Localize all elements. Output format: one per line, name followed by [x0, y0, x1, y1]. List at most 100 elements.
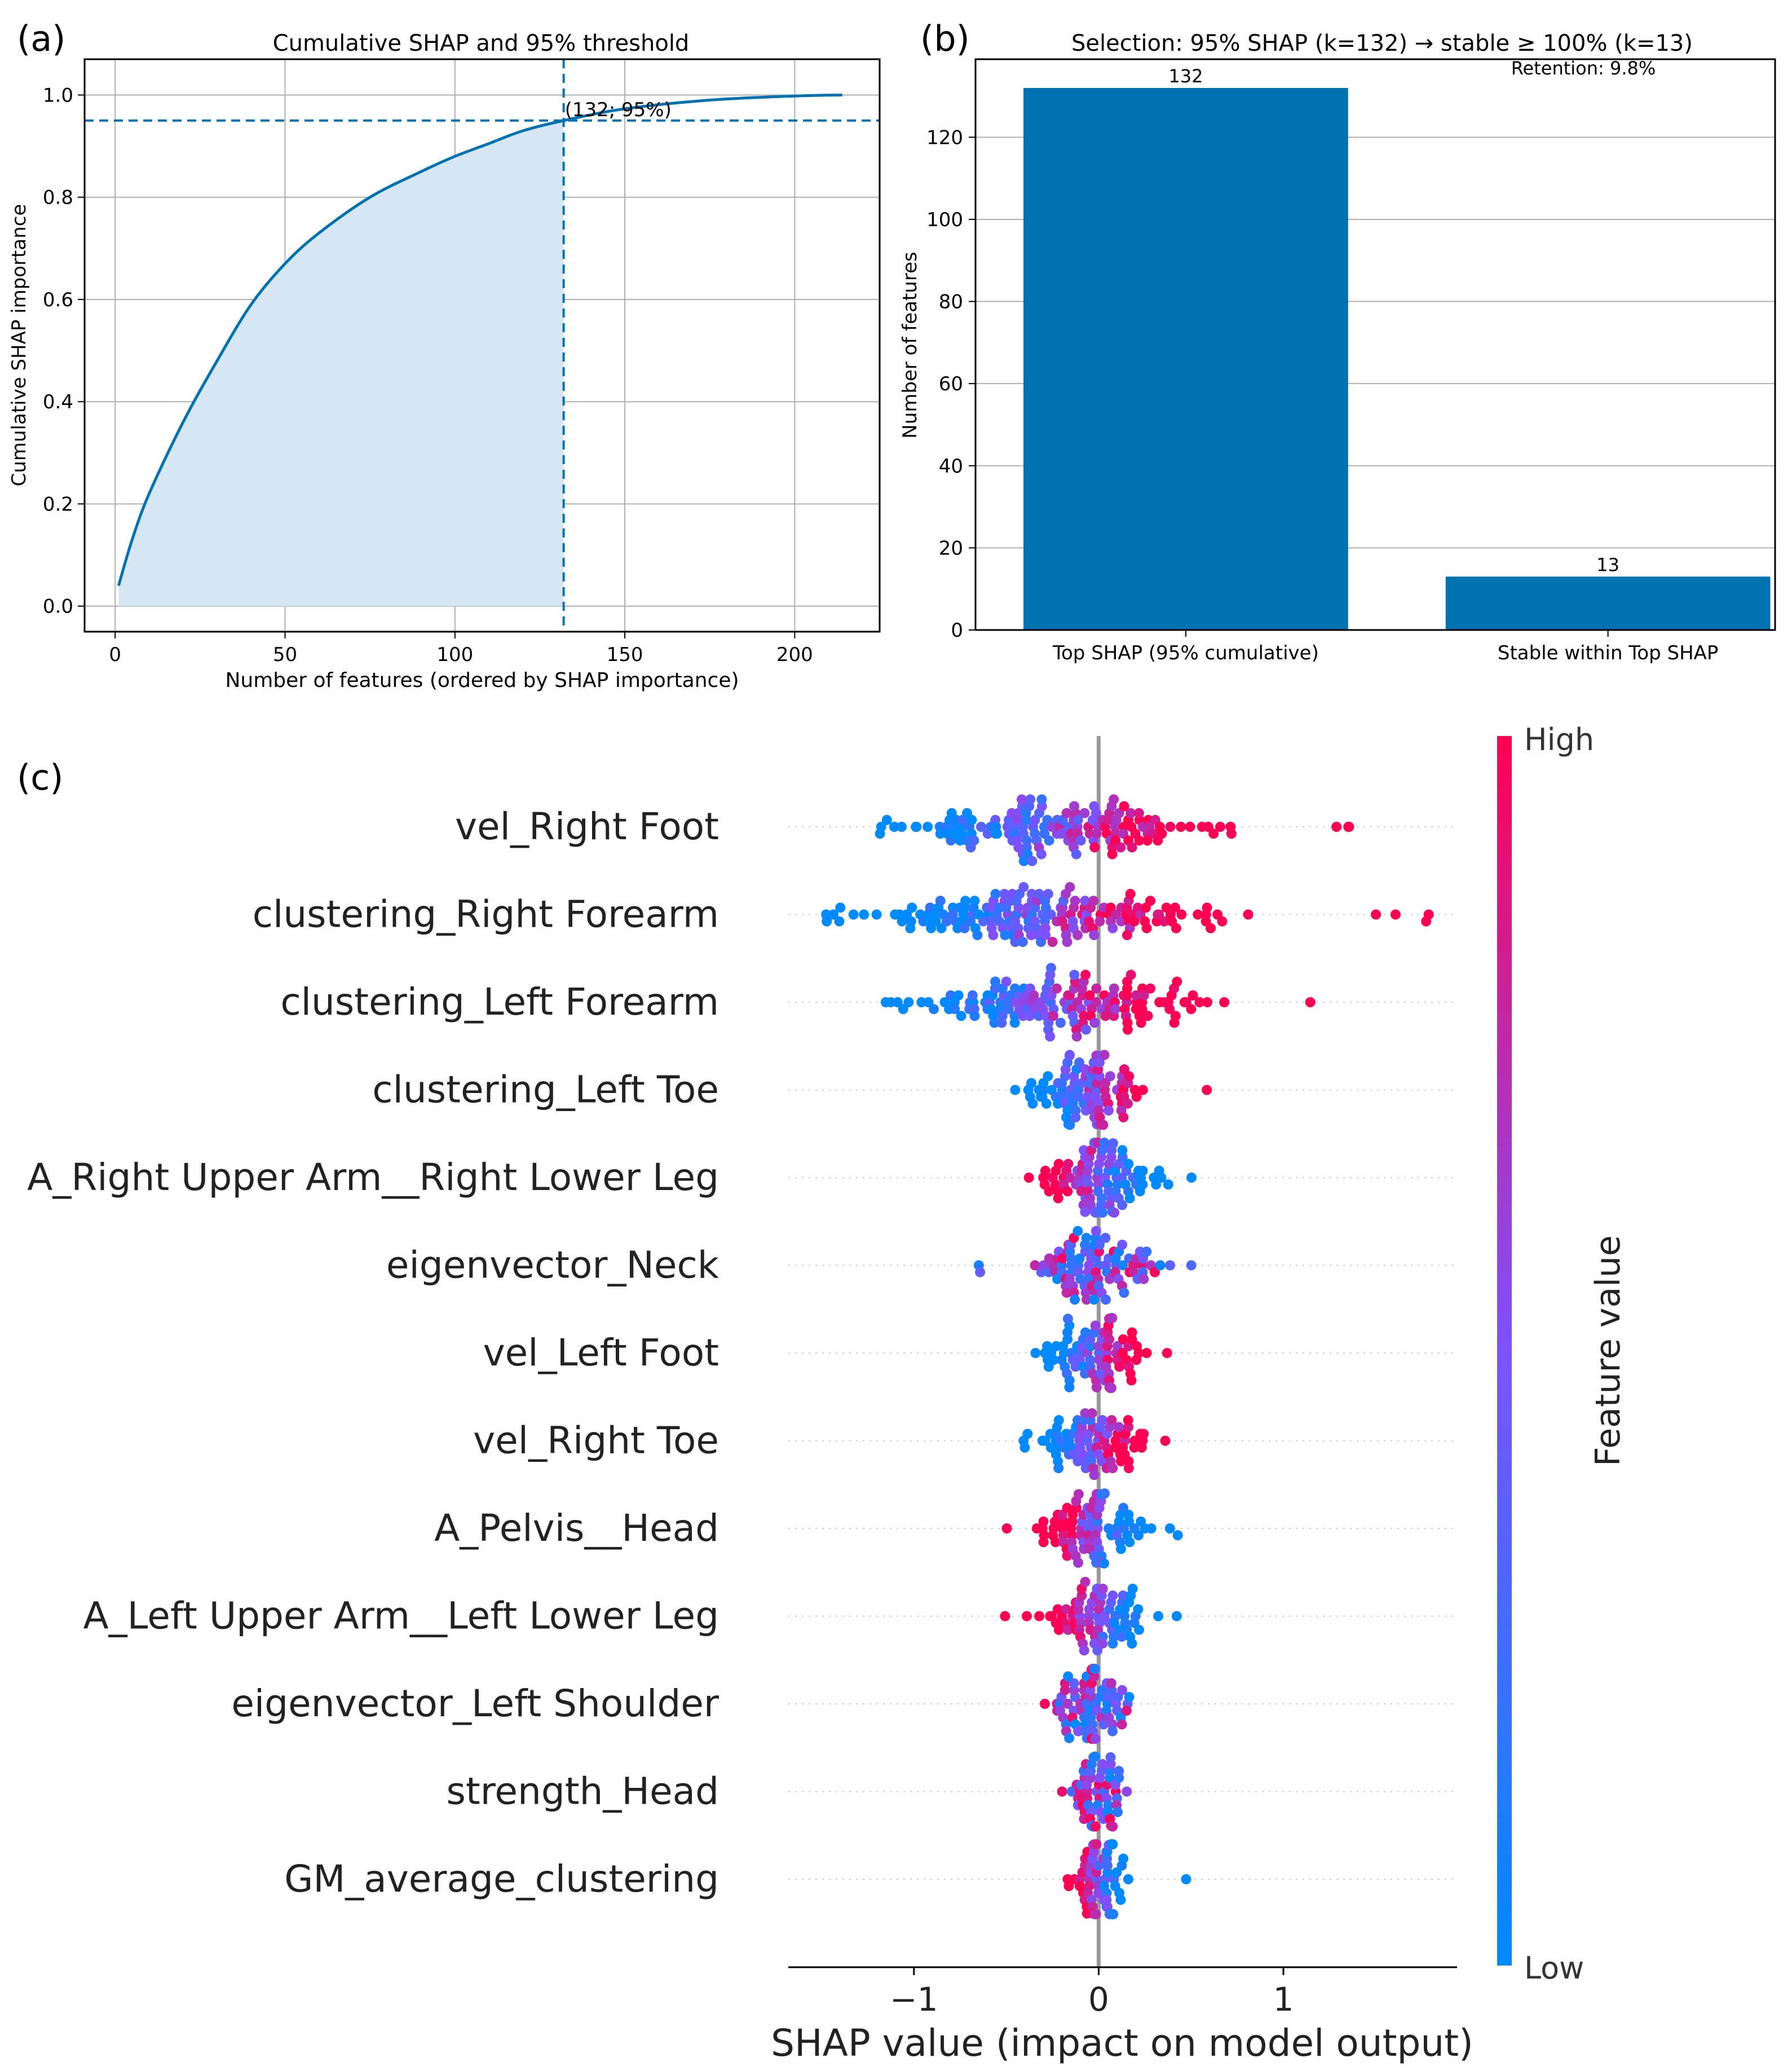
panel-c-shap-point — [1137, 1165, 1148, 1176]
panel-c-shap-point — [1162, 1348, 1172, 1358]
panel-b-axes-frame — [974, 58, 1776, 631]
panel-c-shap-point — [1001, 976, 1012, 987]
panel-c-shap-point — [1091, 997, 1102, 1007]
panel-c-shap-point — [822, 916, 832, 927]
panel-c-shap-point — [1088, 896, 1099, 906]
panel-c-shap-point — [1053, 1624, 1064, 1635]
panel-c-shap-point — [1122, 1786, 1132, 1797]
panel-c-shap-point — [1126, 1375, 1137, 1386]
panel-c-shap-point — [892, 997, 903, 1007]
panel-c-shap-point — [1030, 1260, 1040, 1271]
panel-c-shap-point — [1055, 1017, 1066, 1028]
panel-c-shap-point — [992, 829, 1003, 839]
panel-a-shade-area — [118, 120, 564, 606]
panel-c-shap-point — [896, 822, 907, 832]
panel-c-shap-point — [990, 976, 1001, 987]
panel-c-xtick-label: 1 — [1273, 1980, 1294, 2019]
panel-c-colorbar-high: High — [1524, 722, 1594, 757]
panel-c-shap-point — [1206, 923, 1216, 933]
panel-c-feature-label: GM_average_clustering — [284, 1857, 719, 1901]
panel-c-shap-point — [1027, 1098, 1038, 1109]
panel-c-shap-point — [1069, 1678, 1079, 1689]
panel-c-shap-point — [1061, 1288, 1072, 1298]
panel-c-shap-point — [828, 909, 838, 920]
panel-c-shap-point — [905, 923, 916, 933]
panel-c-shap-point — [1070, 1294, 1080, 1305]
panel-c-shap-point — [1125, 889, 1136, 900]
panel-c-shap-point — [1064, 1733, 1075, 1743]
panel-c-shap-point — [1072, 814, 1083, 825]
panel-c-shap-point — [1164, 1004, 1175, 1015]
panel-c-shap-point — [1019, 1442, 1030, 1453]
panel-c-shap-point — [1112, 1806, 1123, 1817]
panel-c-shap-point — [1056, 829, 1067, 839]
panel-c-shap-point — [1115, 1544, 1126, 1554]
panel-c-shap-point — [1061, 1604, 1071, 1615]
panel-c-shap-point — [1176, 909, 1187, 920]
panel-c-shap-point — [1217, 916, 1228, 927]
panel-c-shap-point — [1165, 1260, 1176, 1271]
panel-c-shap-point — [1057, 1253, 1068, 1264]
panel-c-shap-point — [1089, 1664, 1100, 1674]
panel-c-shap-point — [1114, 1361, 1125, 1372]
panel-c-shap-point — [1062, 937, 1072, 948]
panel-c-shap-point — [1038, 1537, 1049, 1548]
panel-c-shap-point — [1098, 1120, 1109, 1130]
panel-c-shap-point — [1124, 1193, 1135, 1204]
panel-c-feature-label: strength_Head — [446, 1770, 719, 1813]
panel-c-feature-labels: vel_Right Foot clustering_Right Forearm cl… — [27, 805, 720, 1901]
panel-c-shap-point — [1016, 794, 1027, 805]
panel-c-shap-point — [1080, 1064, 1091, 1075]
panel-c-shap-point — [953, 990, 964, 1001]
panel-c-feature-label: vel_Left Foot — [483, 1331, 719, 1374]
panel-c-shap-point — [1131, 990, 1141, 1001]
panel-c-shap-point — [1133, 1604, 1144, 1615]
panel-c-shap-point — [1156, 1173, 1167, 1183]
panel-c-shap-point — [1123, 1158, 1134, 1169]
panel-c-shap-point — [1110, 1004, 1121, 1015]
panel-c-shap-point — [1160, 1435, 1171, 1446]
panel-c-shap-point — [1109, 1208, 1120, 1218]
panel-b-ytick-label: 0 — [951, 619, 963, 642]
panel-c-shap-point — [1105, 1071, 1115, 1082]
panel-c-shap-point — [1107, 1821, 1118, 1832]
panel-a-ylabel: Cumulative SHAP importance — [8, 204, 30, 487]
panel-c-shap-point — [1141, 1348, 1152, 1358]
panel-c-feature-label: clustering_Right Forearm — [253, 893, 719, 936]
panel-c-shap-point — [1118, 1502, 1128, 1513]
panel-c-shap-point — [959, 923, 970, 933]
panel-c-shap-point — [1053, 1463, 1064, 1474]
panel-c-shap-point — [1036, 849, 1047, 860]
panel-c-shap-point — [1176, 822, 1186, 832]
panel-c-shap-point — [1106, 1415, 1117, 1426]
panel-c-shap-point — [1079, 1145, 1089, 1156]
panel-c-shap-point — [1142, 1011, 1153, 1021]
panel-c-shap-point — [1091, 1839, 1102, 1849]
panel-a-xtick-label: 200 — [776, 644, 813, 666]
panel-c-shap-point — [859, 909, 869, 920]
panel-c-shap-point — [1138, 1429, 1149, 1439]
panel-c-feature-label: vel_Right Foot — [455, 805, 719, 848]
panel-c-shap-point — [975, 1267, 986, 1277]
panel-c-shap-point — [989, 1017, 1000, 1028]
panel-a-ytick-label: 0.6 — [43, 289, 73, 311]
panel-c-shap-point — [969, 896, 980, 906]
panel-c-shap-point — [1053, 1193, 1063, 1204]
panel-c-shap-point — [1045, 909, 1056, 920]
panel-c-shap-point — [848, 909, 859, 920]
panel-c-shap-point — [1136, 1442, 1147, 1453]
panel-c-shap-point — [1057, 1786, 1067, 1797]
panel-c-shap-point — [969, 1011, 980, 1021]
panel-c-shap-point — [1107, 1313, 1118, 1323]
panel-c-shap-point — [1091, 829, 1102, 839]
panel-c-shap-point — [1097, 1415, 1108, 1426]
panel-c-shap-point — [1080, 970, 1091, 980]
panel-c-shap-point — [1119, 1288, 1129, 1298]
panel-c-shap-point — [1097, 1208, 1108, 1218]
panel-c-shap-point — [1090, 1320, 1101, 1331]
panel-c-shap-point — [969, 835, 979, 846]
panel-c-shap-point — [1115, 1894, 1126, 1905]
panel-c-shap-point — [1203, 822, 1213, 832]
panel-c-shap-point — [1146, 1523, 1157, 1534]
panel-c-shap-point — [1127, 1638, 1137, 1649]
